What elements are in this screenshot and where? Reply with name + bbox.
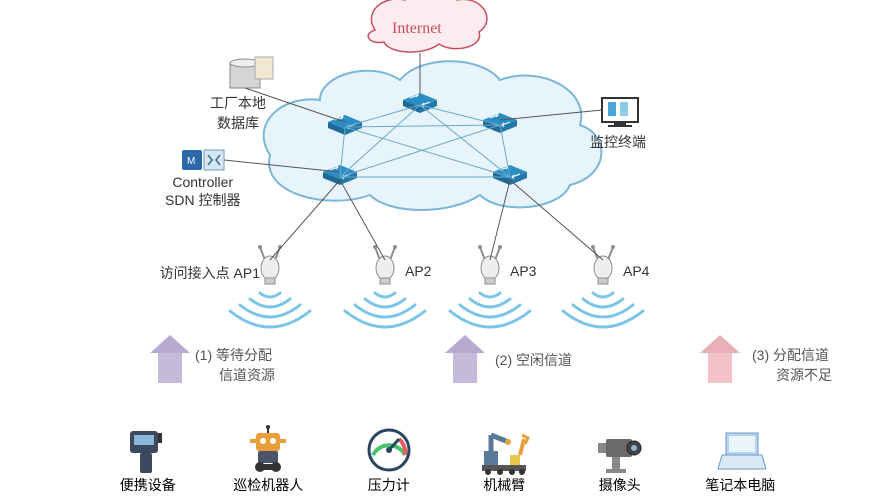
annotation-3: (3) 分配信道资源不足 xyxy=(752,345,832,385)
ap-label-AP2: AP2 xyxy=(405,263,431,279)
device-camera: 摄像头 xyxy=(590,425,650,495)
device-label: 便携设备 xyxy=(120,475,176,495)
device-gauge: 压力计 xyxy=(359,425,419,495)
monitor-icon xyxy=(602,98,638,127)
controller-icon: M xyxy=(182,150,224,170)
wifi-wave xyxy=(365,299,405,307)
ap-AP4 xyxy=(563,245,643,327)
ap-AP3 xyxy=(450,245,530,327)
wifi-wave xyxy=(250,299,290,307)
device-label: 巡检机器人 xyxy=(233,475,303,495)
wifi-wave xyxy=(230,311,310,327)
device-arm: 机械臂 xyxy=(474,425,534,495)
device-handheld: 便携设备 xyxy=(118,425,178,495)
arrow-3 xyxy=(700,335,740,385)
wifi-wave xyxy=(583,299,623,307)
annotation-1: (1) 等待分配信道资源 xyxy=(195,345,275,385)
laptop-icon xyxy=(710,425,770,475)
ap-label-AP3: AP3 xyxy=(510,263,536,279)
svg-text:M: M xyxy=(187,156,195,167)
device-label: 机械臂 xyxy=(483,475,525,495)
ap-label-AP4: AP4 xyxy=(623,263,649,279)
arrow-2 xyxy=(445,335,485,385)
device-row: 便携设备 巡检机器人 压力计 机械臂 摄像头 笔记本电脑 xyxy=(0,425,893,495)
database-label: 工厂本地数据库 xyxy=(210,93,266,133)
wifi-wave xyxy=(375,293,395,297)
wifi-wave xyxy=(470,299,510,307)
wifi-wave xyxy=(260,293,280,297)
wifi-wave xyxy=(563,311,643,327)
core-cloud xyxy=(264,61,602,210)
controller-label: ControllerSDN 控制器 xyxy=(165,174,240,210)
handheld-icon xyxy=(118,425,178,475)
device-label: 摄像头 xyxy=(599,475,641,495)
database-icon xyxy=(230,57,273,88)
arrow-1 xyxy=(150,335,190,385)
wifi-wave xyxy=(593,293,613,297)
wifi-wave xyxy=(480,293,500,297)
wifi-wave xyxy=(450,311,530,327)
annotation-2: (2) 空闲信道 xyxy=(495,350,572,370)
device-label: 笔记本电脑 xyxy=(705,475,775,495)
gauge-icon xyxy=(359,425,419,475)
ap-AP2 xyxy=(345,245,425,327)
camera-icon xyxy=(590,425,650,475)
device-label: 压力计 xyxy=(368,475,410,495)
ap-label-AP1: 访问接入点 AP1 xyxy=(150,263,260,283)
ap-AP1 xyxy=(230,245,310,327)
wifi-wave xyxy=(345,311,425,327)
device-laptop: 笔记本电脑 xyxy=(705,425,775,495)
robot-icon xyxy=(238,425,298,475)
device-robot: 巡检机器人 xyxy=(233,425,303,495)
internet-label: Internet xyxy=(392,20,442,38)
arm-icon xyxy=(474,425,534,475)
monitor-label: 监控终端 xyxy=(590,132,646,152)
